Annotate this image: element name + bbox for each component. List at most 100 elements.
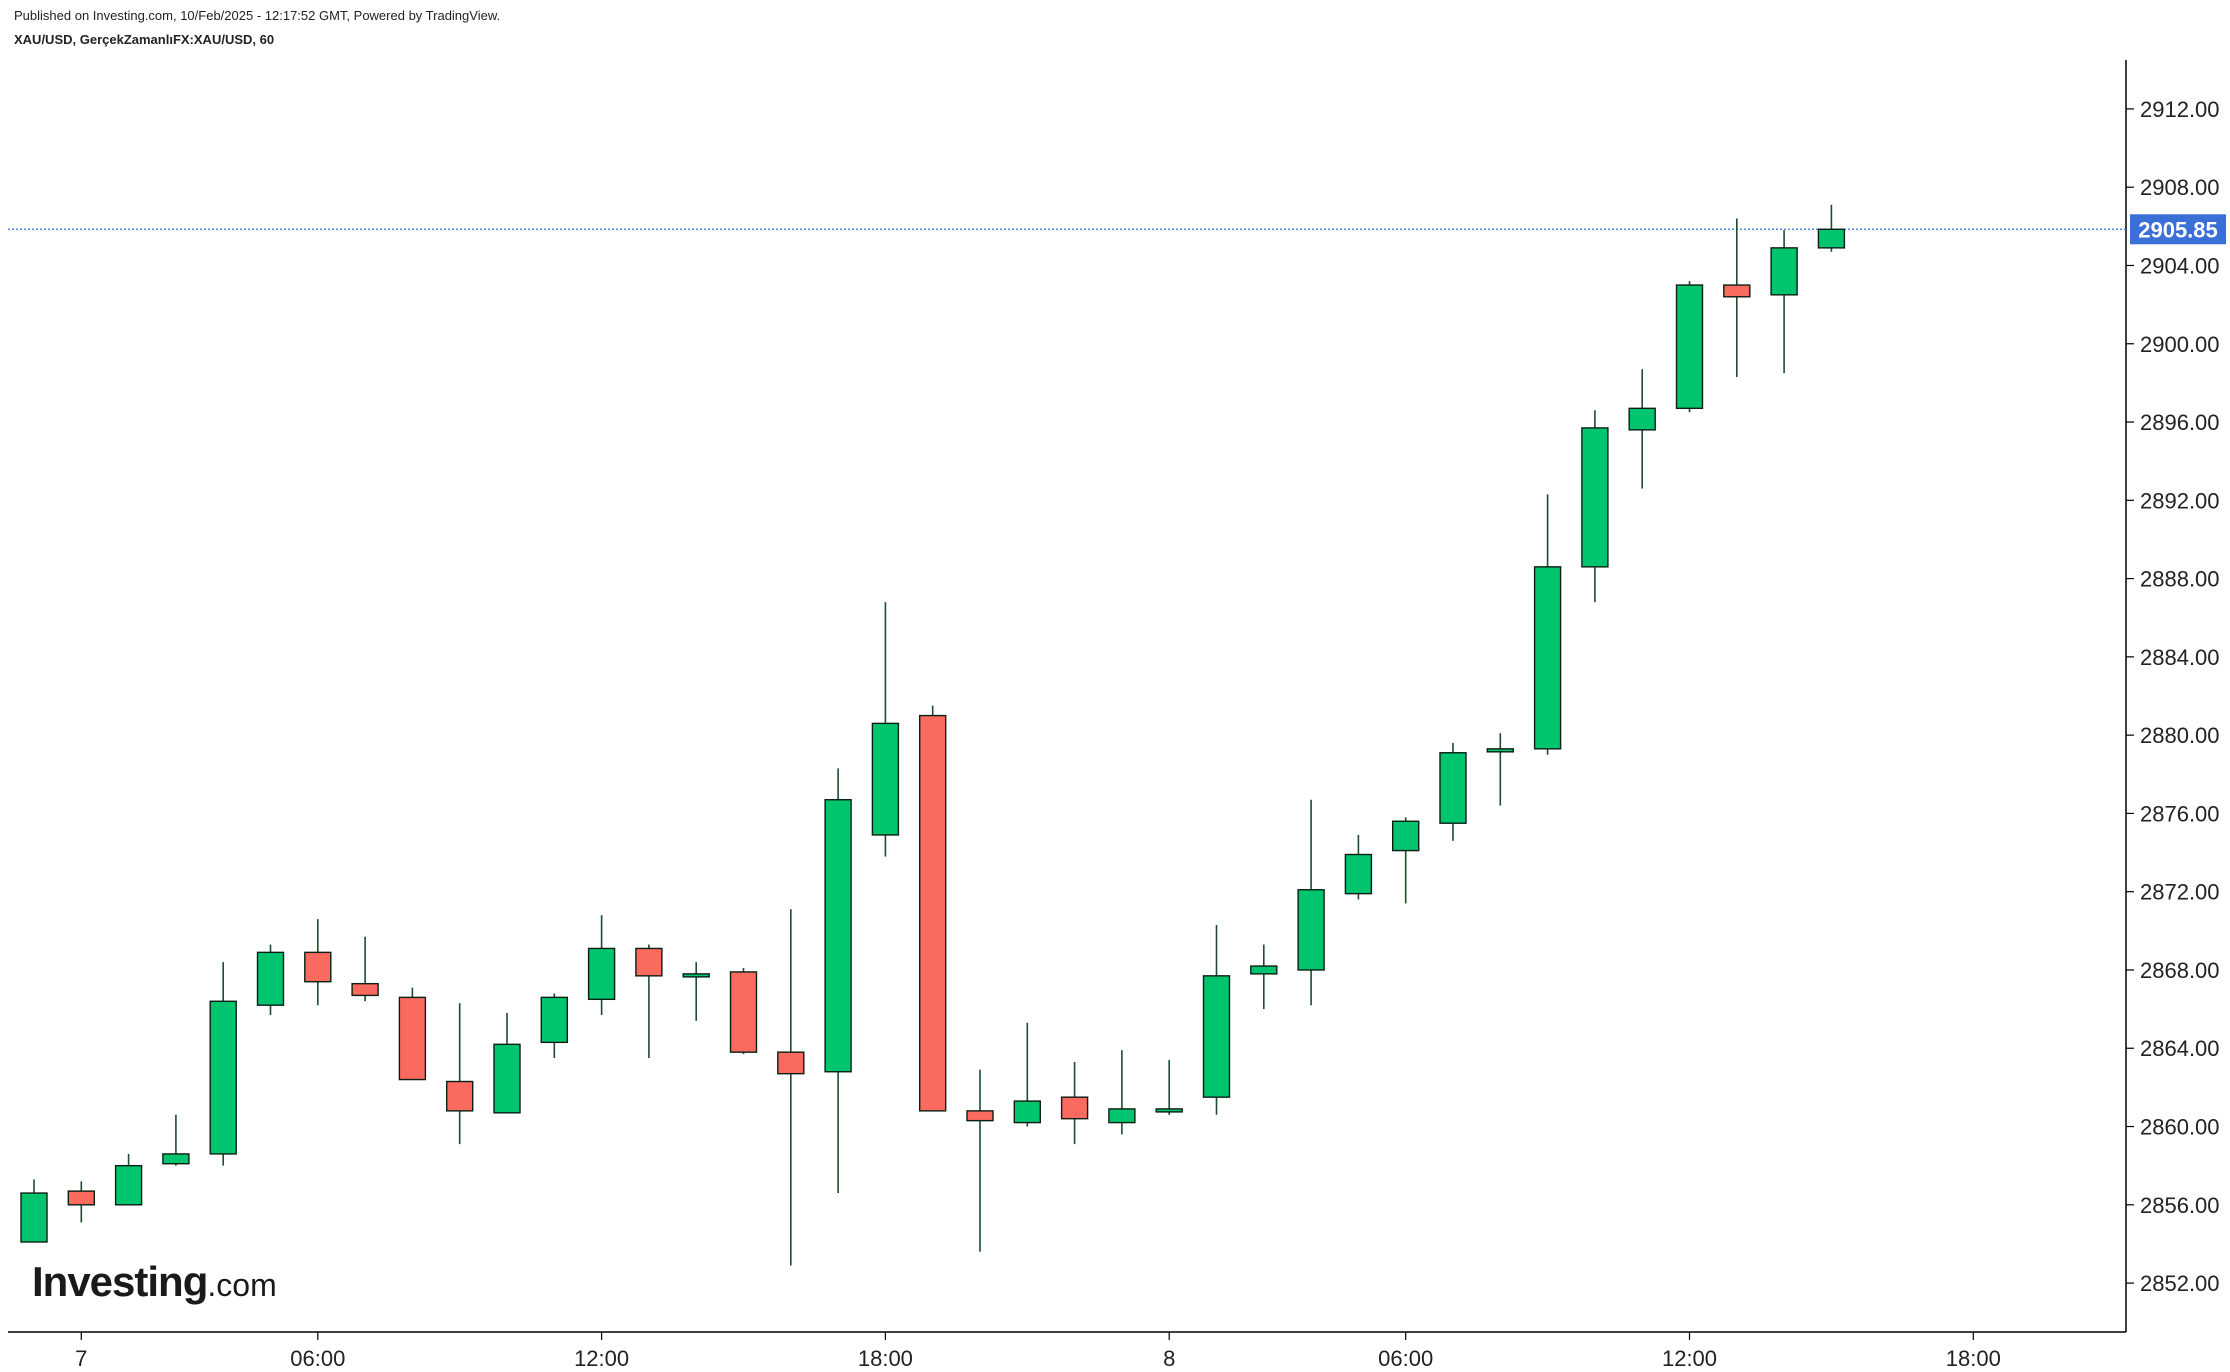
y-tick-label: 2852.00 (2140, 1271, 2220, 1296)
candle (540, 993, 568, 1059)
candle-body (1675, 284, 1704, 410)
y-tick-label: 2896.00 (2140, 410, 2220, 435)
candle-body (67, 1190, 96, 1206)
candle (777, 909, 805, 1266)
candle (256, 944, 285, 1015)
candle-body (1155, 1108, 1183, 1113)
candle (1628, 369, 1656, 489)
candle-body (1770, 247, 1798, 296)
candle (919, 705, 947, 1112)
candle (871, 602, 900, 857)
investing-logo: Investing.com (32, 1258, 277, 1306)
candle-body (1108, 1108, 1136, 1124)
candle-body (871, 722, 900, 836)
candle (114, 1153, 143, 1206)
candle (1439, 742, 1467, 841)
candle (1723, 218, 1751, 378)
candle (20, 1179, 48, 1243)
candle (1060, 1061, 1089, 1145)
candle (162, 1114, 190, 1166)
candle (446, 1003, 474, 1145)
candle-body (1533, 566, 1562, 750)
candle-body (351, 982, 379, 997)
candle-body (777, 1051, 805, 1075)
candle-body (114, 1164, 143, 1206)
candle (1770, 230, 1798, 374)
candle (1108, 1050, 1136, 1135)
x-tick-label: 12:00 (574, 1346, 629, 1371)
x-tick-label: 18:00 (858, 1346, 913, 1371)
candle (67, 1181, 96, 1223)
y-tick-label: 2900.00 (2140, 332, 2220, 357)
candle-body (446, 1080, 474, 1112)
candle (1817, 204, 1846, 252)
candle-body (635, 947, 663, 977)
candle (1013, 1022, 1041, 1127)
y-tick-label: 2856.00 (2140, 1193, 2220, 1218)
candle (1155, 1059, 1183, 1115)
candle (493, 1013, 521, 1114)
x-tick-label: 18:00 (1946, 1346, 2001, 1371)
y-tick-label: 2904.00 (2140, 253, 2220, 278)
candle-body (209, 1000, 237, 1155)
candle-body (1581, 427, 1609, 568)
y-tick-label: 2876.00 (2140, 801, 2220, 826)
y-tick-label: 2860.00 (2140, 1115, 2220, 1140)
last-price-marker (2130, 214, 2226, 245)
candle-body (1486, 748, 1515, 753)
candle (635, 944, 663, 1059)
y-tick-label: 2892.00 (2140, 488, 2220, 513)
candle (1533, 494, 1562, 755)
candle-body (919, 714, 947, 1112)
candle (1486, 733, 1515, 806)
candle-body (20, 1192, 48, 1243)
symbol-caption: XAU/USD, GerçekZamanlıFX:XAU/USD, 60 (14, 32, 275, 47)
x-tick-label: 7 (75, 1346, 87, 1371)
candle-body (966, 1110, 994, 1122)
candle-body (1817, 228, 1846, 249)
candle (209, 962, 237, 1166)
candle-body (493, 1043, 521, 1114)
candle-body (1439, 752, 1467, 824)
y-tick-label: 2868.00 (2140, 958, 2220, 983)
logo-suffix: .com (207, 1267, 277, 1303)
y-tick-label: 2884.00 (2140, 645, 2220, 670)
candle (1581, 410, 1609, 603)
x-tick-label: 12:00 (1662, 1346, 1717, 1371)
published-caption: Published on Investing.com, 10/Feb/2025 … (14, 8, 501, 23)
y-tick-label: 2908.00 (2140, 175, 2220, 200)
candle-body (1202, 975, 1231, 1098)
y-tick-label: 2888.00 (2140, 567, 2220, 592)
candle-body (1344, 853, 1373, 895)
y-tick-label: 2912.00 (2140, 97, 2220, 122)
y-tick-label: 2880.00 (2140, 723, 2220, 748)
candle-body (1013, 1100, 1041, 1124)
candle-body (1391, 820, 1420, 852)
candle (729, 968, 758, 1055)
candle-body (398, 996, 427, 1081)
candle (824, 768, 852, 1194)
candle (1297, 799, 1325, 1006)
candle-body (1723, 284, 1751, 298)
candle-body (304, 951, 332, 983)
y-tick-label: 2872.00 (2140, 880, 2220, 905)
candle (1675, 281, 1704, 413)
x-tick-label: 06:00 (290, 1346, 345, 1371)
candle (587, 915, 616, 1015)
last-price-label: 2905.85 (2138, 217, 2218, 242)
candle-body (1297, 889, 1325, 971)
candle (1344, 834, 1373, 900)
candle (351, 936, 379, 1002)
candle-body (1060, 1096, 1089, 1120)
candle (1250, 944, 1278, 1010)
candle-body (587, 947, 616, 1001)
x-tick-label: 8 (1163, 1346, 1175, 1371)
candle-body (162, 1153, 190, 1165)
candle (304, 919, 332, 1006)
candle-body (256, 951, 285, 1006)
candle-body (729, 971, 758, 1053)
candle-body (824, 799, 852, 1073)
candle-body (682, 973, 710, 978)
candle (966, 1069, 994, 1252)
